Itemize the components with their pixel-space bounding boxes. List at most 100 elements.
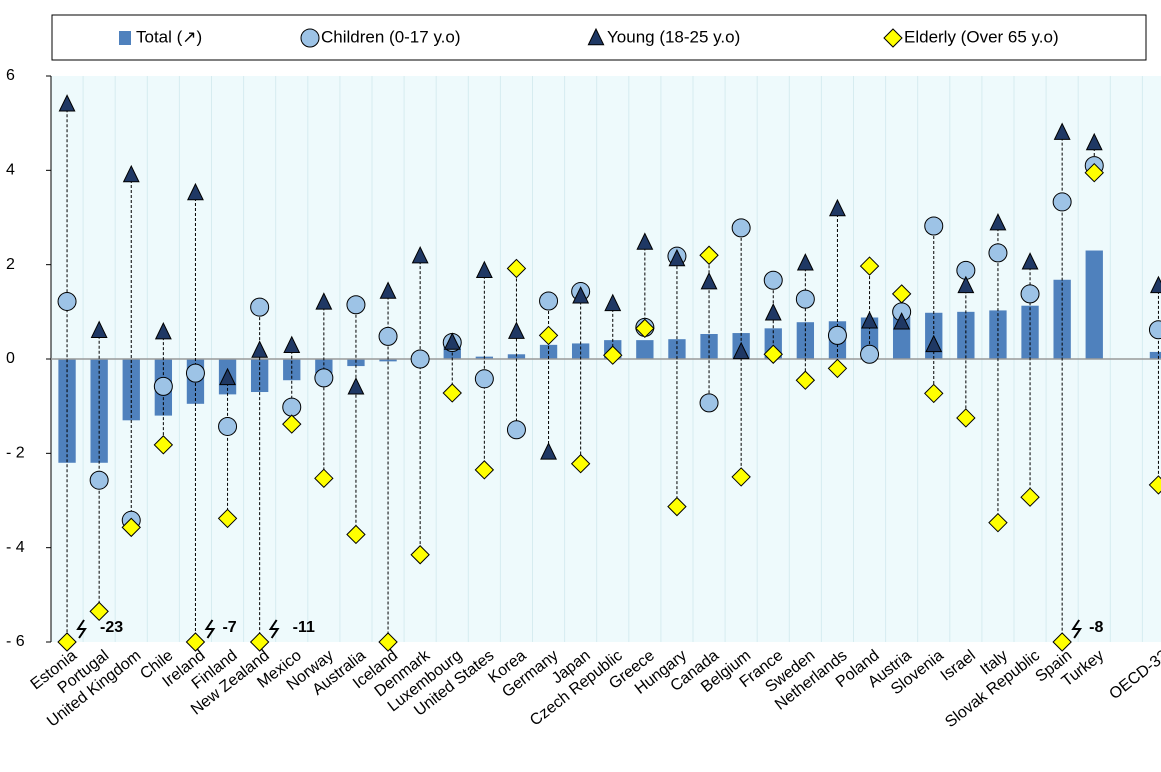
young-marker xyxy=(764,303,782,321)
children-marker xyxy=(314,368,334,388)
axis-break xyxy=(204,619,216,639)
young-marker xyxy=(796,253,814,271)
axis-break xyxy=(1071,619,1083,639)
children-marker xyxy=(1052,192,1072,212)
children-marker xyxy=(346,295,366,315)
elderly-marker xyxy=(153,435,174,455)
elderly-marker xyxy=(1020,487,1040,507)
elderly-marker xyxy=(474,460,495,480)
y-tick-label: 0 xyxy=(6,350,15,367)
legend-label: Total (↗) xyxy=(136,27,202,46)
children-marker xyxy=(506,420,526,440)
children-marker xyxy=(860,344,880,364)
children-marker xyxy=(1148,320,1161,340)
legend-label: Children (0-17 y.o) xyxy=(321,27,461,46)
children-marker xyxy=(378,326,398,346)
young-marker xyxy=(58,94,76,112)
elderly-marker xyxy=(249,632,270,652)
bar xyxy=(571,343,590,359)
x-tick-label: Israel xyxy=(938,647,979,684)
elderly-marker xyxy=(570,454,591,474)
elderly-marker xyxy=(603,345,623,365)
young-marker xyxy=(411,246,429,264)
bar xyxy=(379,359,397,362)
off-scale-label: -23 xyxy=(100,619,123,636)
young-marker xyxy=(315,292,333,310)
children-marker xyxy=(89,470,109,490)
y-tick-label: - 6 xyxy=(6,633,25,650)
young-marker xyxy=(219,367,236,386)
bar xyxy=(1149,351,1161,359)
bar xyxy=(636,340,654,359)
elderly-marker xyxy=(795,370,816,390)
young-marker xyxy=(347,377,365,395)
young-marker xyxy=(90,320,108,338)
bar xyxy=(507,354,526,359)
young-marker xyxy=(925,334,943,353)
elderly-marker xyxy=(859,256,880,276)
elderly-marker xyxy=(667,496,687,517)
young-marker xyxy=(989,213,1007,231)
children-marker xyxy=(699,393,719,413)
elderly-marker xyxy=(506,258,527,279)
young-marker xyxy=(154,321,172,340)
elderly-marker xyxy=(121,517,141,538)
children-marker xyxy=(153,376,173,396)
elderly-marker xyxy=(538,325,559,346)
elderly-marker xyxy=(346,524,366,545)
young-marker xyxy=(475,260,493,279)
elderly-marker xyxy=(731,467,751,487)
elderly-marker xyxy=(57,632,77,652)
axis-break xyxy=(76,619,87,639)
young-marker xyxy=(251,340,269,358)
children-marker xyxy=(282,397,302,417)
bar xyxy=(283,359,301,381)
children-marker xyxy=(924,216,944,236)
legend-label: Elderly (Over 65 y.o) xyxy=(904,27,1059,46)
off-scale-label: -7 xyxy=(222,619,236,636)
young-marker xyxy=(1150,275,1161,294)
axis-break xyxy=(268,619,280,639)
y-tick-label: 4 xyxy=(6,162,15,179)
young-marker xyxy=(540,442,557,460)
elderly-marker xyxy=(763,344,783,364)
young-marker xyxy=(700,271,718,290)
children-marker xyxy=(57,291,77,311)
elderly-marker xyxy=(282,414,302,434)
y-tick-label: 2 xyxy=(6,256,15,273)
young-marker xyxy=(957,275,975,294)
young-marker xyxy=(893,312,911,330)
y-tick-label: - 4 xyxy=(6,539,25,556)
elderly-marker xyxy=(988,512,1008,533)
off-scale-label: -8 xyxy=(1089,619,1103,636)
young-marker xyxy=(1085,132,1103,151)
young-marker xyxy=(508,321,525,339)
children-marker xyxy=(474,369,494,389)
y-tick-label: 6 xyxy=(6,67,15,84)
young-marker xyxy=(187,182,204,201)
children-marker xyxy=(218,416,238,436)
elderly-marker xyxy=(89,601,109,622)
children-marker xyxy=(250,297,270,317)
young-marker xyxy=(668,248,686,267)
elderly-marker xyxy=(378,632,398,652)
elderly-marker xyxy=(1148,475,1161,495)
legend-marker xyxy=(300,28,320,48)
x-tick-label: OECD-33 xyxy=(1106,647,1161,703)
legend-marker xyxy=(587,27,605,46)
children-marker xyxy=(410,349,430,369)
elderly-marker xyxy=(1052,632,1072,652)
elderly-marker xyxy=(217,508,238,529)
children-marker xyxy=(731,218,751,238)
legend-label: Young (18-25 y.o) xyxy=(607,27,740,46)
children-marker xyxy=(763,270,783,290)
y-tick-label: - 2 xyxy=(6,445,25,462)
young-marker xyxy=(283,335,301,354)
children-marker xyxy=(827,325,847,345)
children-marker xyxy=(988,243,1008,263)
bar xyxy=(250,359,269,393)
young-marker xyxy=(829,198,846,217)
off-scale-label: -11 xyxy=(293,619,315,636)
children-marker xyxy=(795,289,815,309)
